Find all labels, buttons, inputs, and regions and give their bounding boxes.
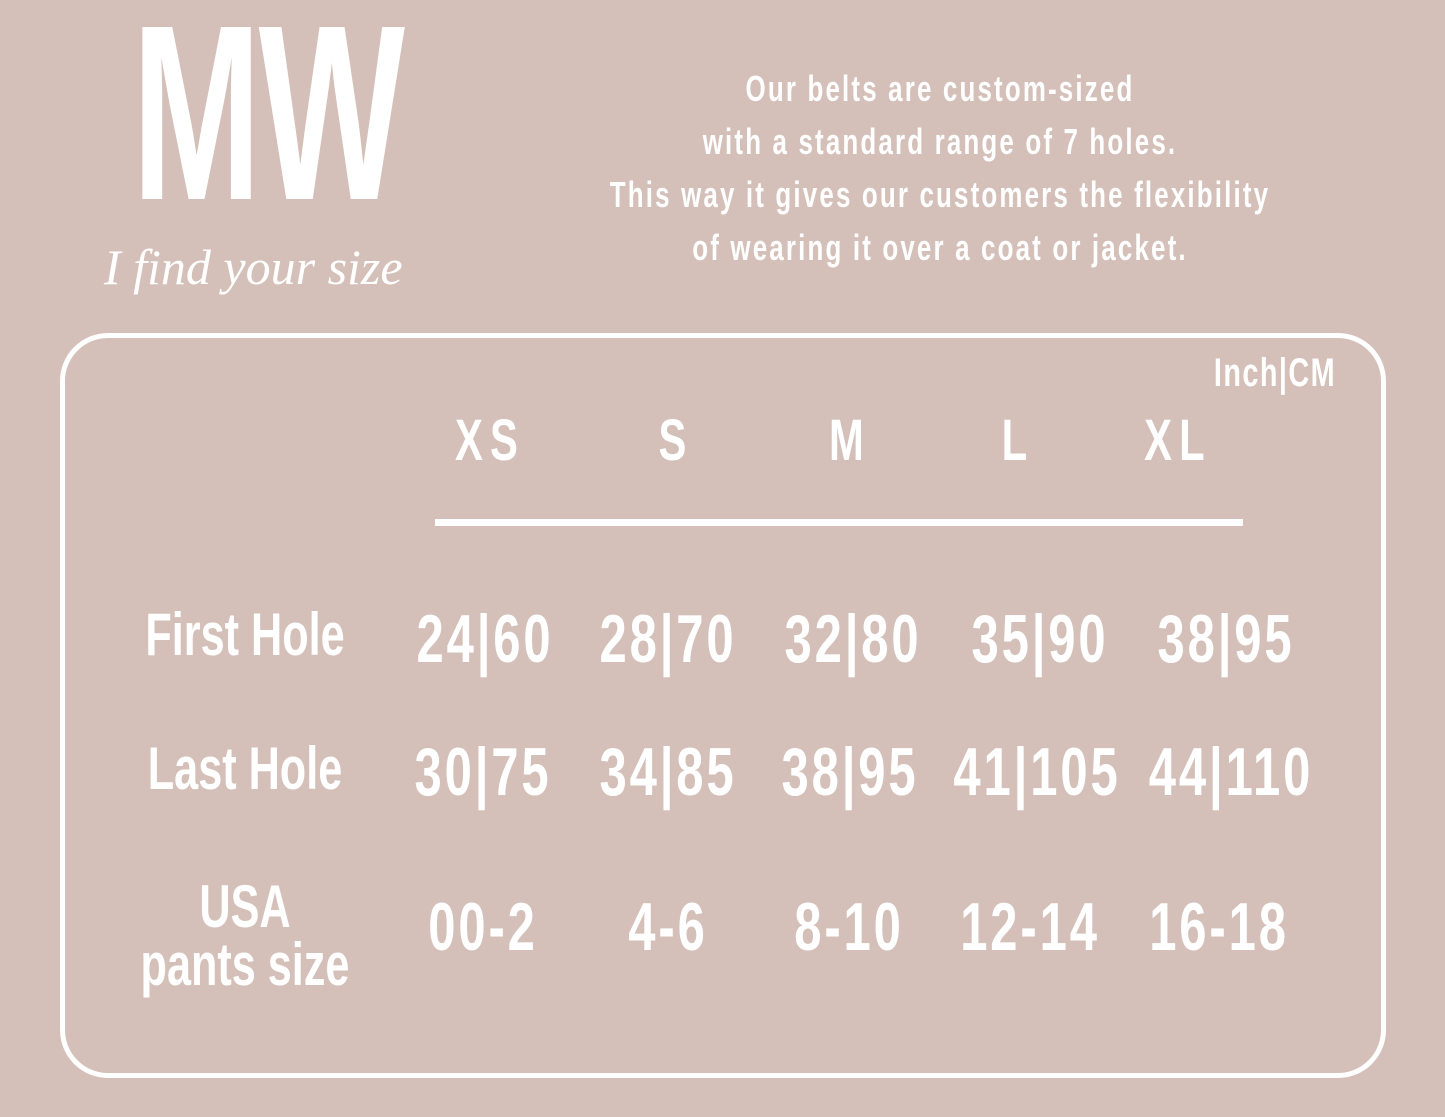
size-header-l: L	[1001, 408, 1035, 473]
cell: 34|85	[599, 734, 737, 810]
cell: 35|90	[971, 601, 1109, 677]
cell: 24|60	[416, 601, 554, 677]
cell: 8-10	[794, 889, 904, 965]
unit-label: Inch|CM	[1213, 351, 1337, 395]
cell: 41|105	[953, 734, 1121, 810]
row-label-last-hole: Last Hole	[147, 735, 343, 802]
intro-line: This way it gives our customers the flex…	[609, 174, 1271, 215]
cell: 30|75	[414, 734, 552, 810]
row-label-usa-pants-size: USA pants size	[140, 873, 350, 998]
cell: 16-18	[1149, 889, 1289, 965]
intro-line: Our belts are custom-sized	[745, 68, 1135, 109]
intro-line: of wearing it over a coat or jacket.	[692, 227, 1188, 268]
size-table-frame	[60, 333, 1386, 1078]
brand-logo: MW	[132, 0, 405, 252]
cell: 38|95	[781, 734, 919, 810]
cell: 4-6	[628, 889, 708, 965]
cell: 38|95	[1157, 601, 1295, 677]
tagline: I find your size	[104, 239, 403, 295]
cell: 28|70	[599, 601, 737, 677]
cell: 44|110	[1148, 734, 1314, 810]
intro-line: with a standard range of 7 holes.	[702, 121, 1178, 162]
size-header-xl: XL	[1144, 408, 1212, 473]
row-label-first-hole: First Hole	[145, 601, 345, 668]
intro-text: Our belts are custom-sized with a standa…	[490, 62, 1390, 274]
cell: 00-2	[428, 889, 538, 965]
cell: 32|80	[784, 601, 922, 677]
size-header-m: M	[829, 408, 871, 473]
cell: 12-14	[960, 889, 1100, 965]
header-divider	[435, 519, 1243, 526]
size-header-xs: XS	[454, 408, 526, 473]
size-header-s: S	[658, 408, 694, 473]
